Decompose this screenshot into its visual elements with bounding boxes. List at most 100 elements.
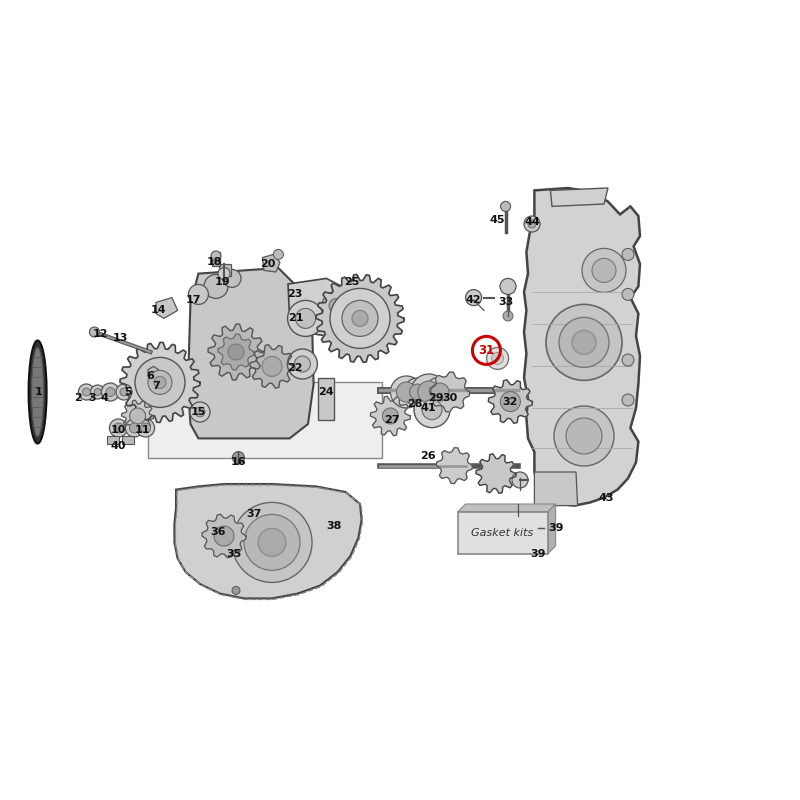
- Text: 21: 21: [288, 314, 304, 323]
- Text: 38: 38: [326, 522, 342, 531]
- Ellipse shape: [32, 347, 43, 437]
- Circle shape: [528, 220, 536, 228]
- Circle shape: [503, 311, 513, 321]
- Text: 24: 24: [318, 387, 334, 397]
- Text: 12: 12: [92, 330, 108, 339]
- Text: 41: 41: [420, 403, 436, 413]
- Circle shape: [130, 423, 139, 433]
- Bar: [318, 378, 334, 419]
- Circle shape: [390, 376, 422, 408]
- Circle shape: [466, 290, 482, 306]
- Bar: [219, 264, 231, 276]
- Circle shape: [287, 349, 318, 379]
- Polygon shape: [218, 334, 254, 370]
- Text: 1: 1: [34, 387, 42, 397]
- Polygon shape: [550, 188, 608, 206]
- Text: 25: 25: [344, 277, 360, 286]
- Polygon shape: [547, 504, 555, 554]
- Circle shape: [622, 248, 634, 261]
- Text: 40: 40: [110, 442, 126, 451]
- Circle shape: [622, 394, 634, 406]
- Polygon shape: [122, 400, 154, 432]
- Circle shape: [126, 419, 143, 437]
- Circle shape: [137, 419, 154, 437]
- Text: 20: 20: [260, 259, 276, 269]
- Text: 32: 32: [502, 397, 518, 406]
- Text: 2: 2: [74, 394, 82, 403]
- Circle shape: [582, 249, 626, 293]
- Text: 33: 33: [498, 298, 514, 307]
- Bar: [212, 252, 220, 266]
- Circle shape: [214, 526, 234, 546]
- Circle shape: [322, 292, 350, 319]
- Text: 7: 7: [152, 381, 160, 390]
- Polygon shape: [202, 514, 246, 558]
- Text: 23: 23: [286, 290, 302, 299]
- Circle shape: [296, 309, 315, 328]
- Circle shape: [154, 376, 166, 388]
- Circle shape: [592, 258, 616, 282]
- Circle shape: [82, 388, 90, 396]
- Circle shape: [204, 274, 228, 298]
- Circle shape: [418, 381, 440, 403]
- Circle shape: [512, 472, 528, 488]
- Circle shape: [218, 267, 230, 280]
- Polygon shape: [370, 396, 410, 436]
- Circle shape: [244, 514, 300, 570]
- Polygon shape: [188, 268, 314, 438]
- Circle shape: [90, 385, 105, 399]
- Text: 37: 37: [246, 509, 262, 518]
- Circle shape: [274, 250, 283, 259]
- Circle shape: [422, 400, 442, 419]
- Circle shape: [141, 423, 150, 433]
- Text: 42: 42: [466, 295, 482, 305]
- Polygon shape: [288, 278, 356, 336]
- Circle shape: [189, 284, 208, 304]
- Text: 31: 31: [478, 344, 494, 357]
- Text: 15: 15: [190, 407, 206, 417]
- Circle shape: [352, 310, 368, 326]
- Text: 35: 35: [226, 549, 242, 558]
- Circle shape: [501, 202, 510, 211]
- Text: 4: 4: [100, 394, 108, 403]
- Text: 27: 27: [384, 415, 400, 425]
- Bar: [458, 512, 547, 554]
- Circle shape: [294, 356, 310, 372]
- Text: 14: 14: [150, 306, 166, 315]
- Polygon shape: [316, 274, 404, 362]
- Text: 3: 3: [88, 394, 96, 403]
- Text: 5: 5: [124, 387, 132, 397]
- Text: 11: 11: [134, 426, 150, 435]
- Text: 28: 28: [406, 399, 422, 409]
- Text: 45: 45: [490, 215, 506, 225]
- Circle shape: [228, 344, 244, 360]
- Text: 44: 44: [524, 218, 540, 227]
- Bar: [107, 436, 119, 444]
- Circle shape: [572, 330, 596, 354]
- Circle shape: [135, 358, 185, 407]
- Polygon shape: [488, 380, 533, 423]
- Circle shape: [78, 384, 94, 400]
- Text: 29: 29: [428, 394, 444, 403]
- Circle shape: [195, 407, 205, 417]
- Circle shape: [622, 288, 634, 300]
- Text: 16: 16: [230, 458, 246, 467]
- Circle shape: [431, 383, 449, 401]
- Circle shape: [258, 529, 286, 557]
- Bar: [122, 436, 134, 444]
- Polygon shape: [524, 188, 640, 506]
- Polygon shape: [430, 372, 470, 412]
- Circle shape: [232, 451, 245, 463]
- Circle shape: [232, 502, 312, 582]
- Text: 13: 13: [112, 333, 128, 342]
- Circle shape: [94, 389, 101, 395]
- Circle shape: [397, 382, 416, 402]
- Circle shape: [500, 278, 516, 294]
- Text: 39: 39: [530, 549, 546, 558]
- Polygon shape: [156, 298, 178, 318]
- Circle shape: [90, 327, 99, 337]
- Text: 18: 18: [206, 258, 222, 267]
- Circle shape: [130, 408, 146, 424]
- Text: 36: 36: [210, 527, 226, 537]
- Text: 17: 17: [186, 295, 202, 305]
